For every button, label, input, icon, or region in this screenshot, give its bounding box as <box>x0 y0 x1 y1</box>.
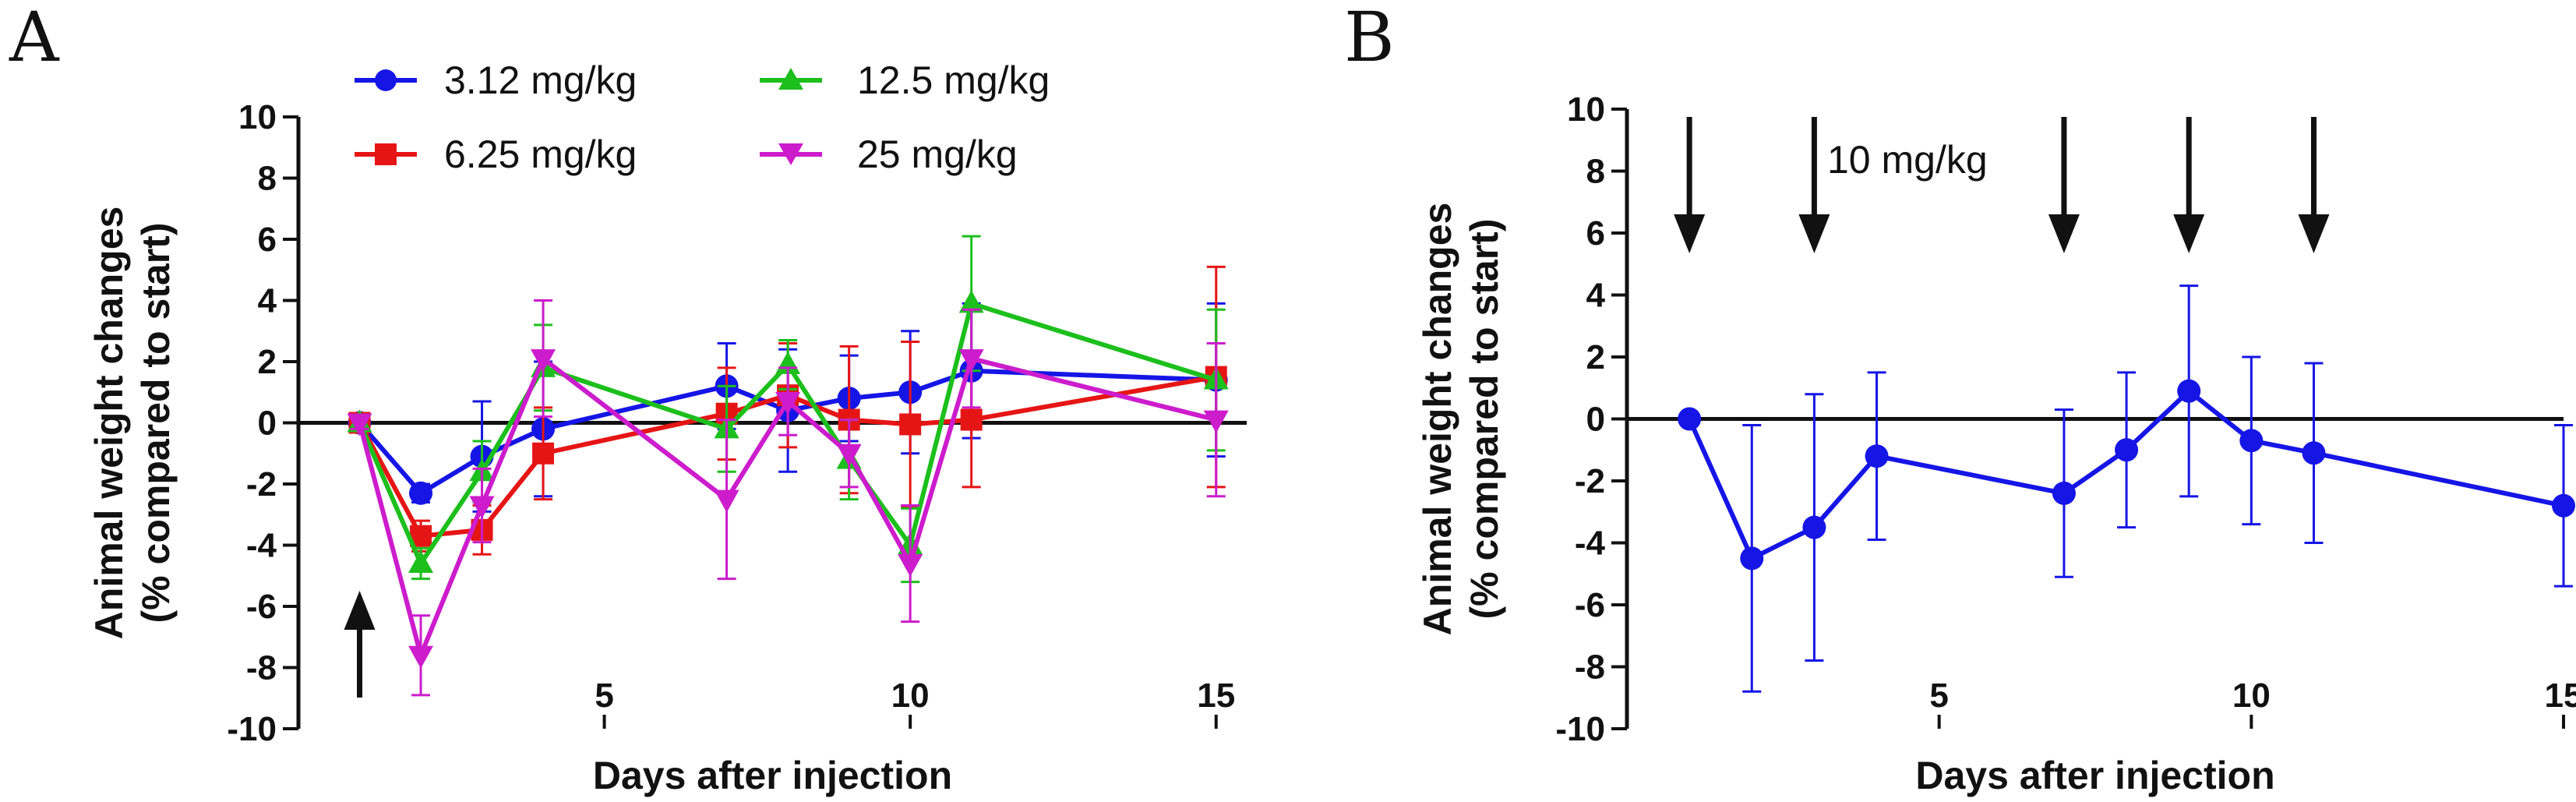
chart-b-ytick-label: -8 <box>1575 648 1605 687</box>
data-point <box>775 392 801 415</box>
legend-item-3-12: 3.12 mg/kg <box>355 58 637 102</box>
arrow-down-icon <box>2298 214 2330 253</box>
series-line <box>357 356 1217 658</box>
chart-a-ytick-label: 8 <box>258 160 277 198</box>
legend-a: 3.12 mg/kg 6.25 mg/kg 12.5 mg/kg 25 mg/k… <box>355 58 1050 176</box>
arrow-down-icon <box>2173 214 2205 253</box>
chart-b-x-title: Days after injection <box>1915 754 2274 797</box>
chart-b-xtick-label: 5 <box>1929 677 1948 715</box>
chart-a-y-title-2: (% compared to start) <box>134 223 178 624</box>
series-line <box>357 301 1217 567</box>
legend-item-12-5: 12.5 mg/kg <box>760 58 1050 102</box>
chart-a-ytick-label: 4 <box>258 282 277 320</box>
data-point <box>898 554 923 578</box>
chart-b-ytick-label: 8 <box>1586 153 1605 191</box>
arrow-down-icon <box>2048 214 2080 253</box>
data-point <box>2052 481 2076 505</box>
data-point <box>1740 546 1764 571</box>
chart-b-ytick-label: -2 <box>1575 462 1605 500</box>
chart-a-ytick-label: -6 <box>246 588 277 626</box>
chart-b-y-title-1: Animal weight changes <box>1416 203 1459 636</box>
series-line <box>1687 388 2564 561</box>
chart-a-ytick-label: -2 <box>246 465 277 503</box>
chart-a: -10 -8 -6 -4 -2 0 2 4 6 8 10 5 10 15 Days after inject… <box>87 98 1247 797</box>
chart-b-ytick-label: -10 <box>1555 710 1605 748</box>
legend-item-25: 25 mg/kg <box>760 132 1018 176</box>
panel-b-letter: B <box>1344 0 1395 77</box>
chart-b-ytick-label: 0 <box>1586 401 1605 439</box>
chart-a-xtick-label: 10 <box>891 677 930 715</box>
chart-a-series-25-mg-kg <box>347 299 1229 697</box>
data-point <box>409 481 433 505</box>
chart-a-xtick-label: 5 <box>595 677 613 715</box>
chart-a-ytick-label: 2 <box>258 343 277 381</box>
chart-b-ytick-label: 10 <box>1567 90 1605 129</box>
data-point <box>836 443 862 467</box>
legend-marker-12-5 <box>778 68 803 90</box>
data-point <box>1865 444 1889 468</box>
chart-a-x-title: Days after injection <box>593 754 952 797</box>
chart-a-ytick-label: -4 <box>246 527 277 565</box>
data-point <box>347 413 372 436</box>
chart-a-ytick-label: 0 <box>258 405 277 443</box>
chart-b-y-title-2: (% compared to start) <box>1463 219 1506 620</box>
data-point <box>958 349 984 373</box>
panel-a: A 3.12 mg/kg 6.25 mg/kg 12.5 mg/kg 25 mg… <box>9 0 1247 797</box>
data-point <box>2302 441 2326 465</box>
data-point <box>714 489 739 513</box>
chart-b-series-10-mg-kg <box>1678 284 2575 693</box>
arrow-up-icon <box>344 591 376 630</box>
data-point <box>408 550 434 574</box>
data-point <box>532 442 555 465</box>
legend-marker-6-25 <box>375 143 397 165</box>
chart-b-ytick-label: 4 <box>1586 277 1606 315</box>
legend-marker-25 <box>778 143 803 165</box>
data-point <box>958 290 984 313</box>
panel-a-letter: A <box>9 0 60 77</box>
data-point <box>2177 379 2201 403</box>
chart-b-xtick-label: 15 <box>2545 677 2576 715</box>
chart-b-xtick-label: 10 <box>2232 677 2271 715</box>
chart-a-ytick-label: 10 <box>238 98 277 136</box>
legend-label-3-12: 3.12 mg/kg <box>444 58 637 102</box>
legend-label-6-25: 6.25 mg/kg <box>444 132 637 176</box>
data-point <box>899 413 922 436</box>
chart-a-ytick-label: -10 <box>227 710 277 748</box>
data-point <box>1203 410 1229 433</box>
chart-b-ytick-label: -6 <box>1575 586 1605 624</box>
data-point <box>531 349 556 373</box>
data-point <box>2552 493 2575 518</box>
data-point <box>408 645 434 669</box>
data-point <box>2239 429 2264 453</box>
chart-a-y-title-1: Animal weight changes <box>87 207 131 640</box>
chart-b-ytick-label: 2 <box>1586 338 1605 376</box>
panel-b: B 10 mg/kg -10 -8 -6 -4 -2 0 2 4 6 8 10 5 10 15 Days a… <box>1344 0 2576 797</box>
legend-label-25: 25 mg/kg <box>857 132 1018 176</box>
chart-b-ytick-label: 6 <box>1586 214 1605 253</box>
chart-a-xtick-label: 15 <box>1197 677 1235 715</box>
dose-annotation: 10 mg/kg <box>1827 138 1988 182</box>
chart-b: -10 -8 -6 -4 -2 0 2 4 6 8 10 5 10 15 Days after inject… <box>1416 90 2576 797</box>
legend-label-12-5: 12.5 mg/kg <box>857 58 1050 102</box>
legend-marker-3-12 <box>375 69 397 91</box>
arrow-down-icon <box>1798 214 1830 253</box>
legend-item-6-25: 6.25 mg/kg <box>355 132 637 176</box>
chart-a-ytick-label: -8 <box>246 649 277 687</box>
arrow-down-icon <box>1674 214 1706 253</box>
data-point <box>1678 407 1702 431</box>
data-point <box>469 496 495 519</box>
data-point <box>1802 515 1826 539</box>
data-point <box>960 408 983 431</box>
chart-b-ytick-label: -4 <box>1575 525 1606 563</box>
data-point <box>2115 438 2139 462</box>
chart-a-ytick-label: 6 <box>258 221 277 259</box>
